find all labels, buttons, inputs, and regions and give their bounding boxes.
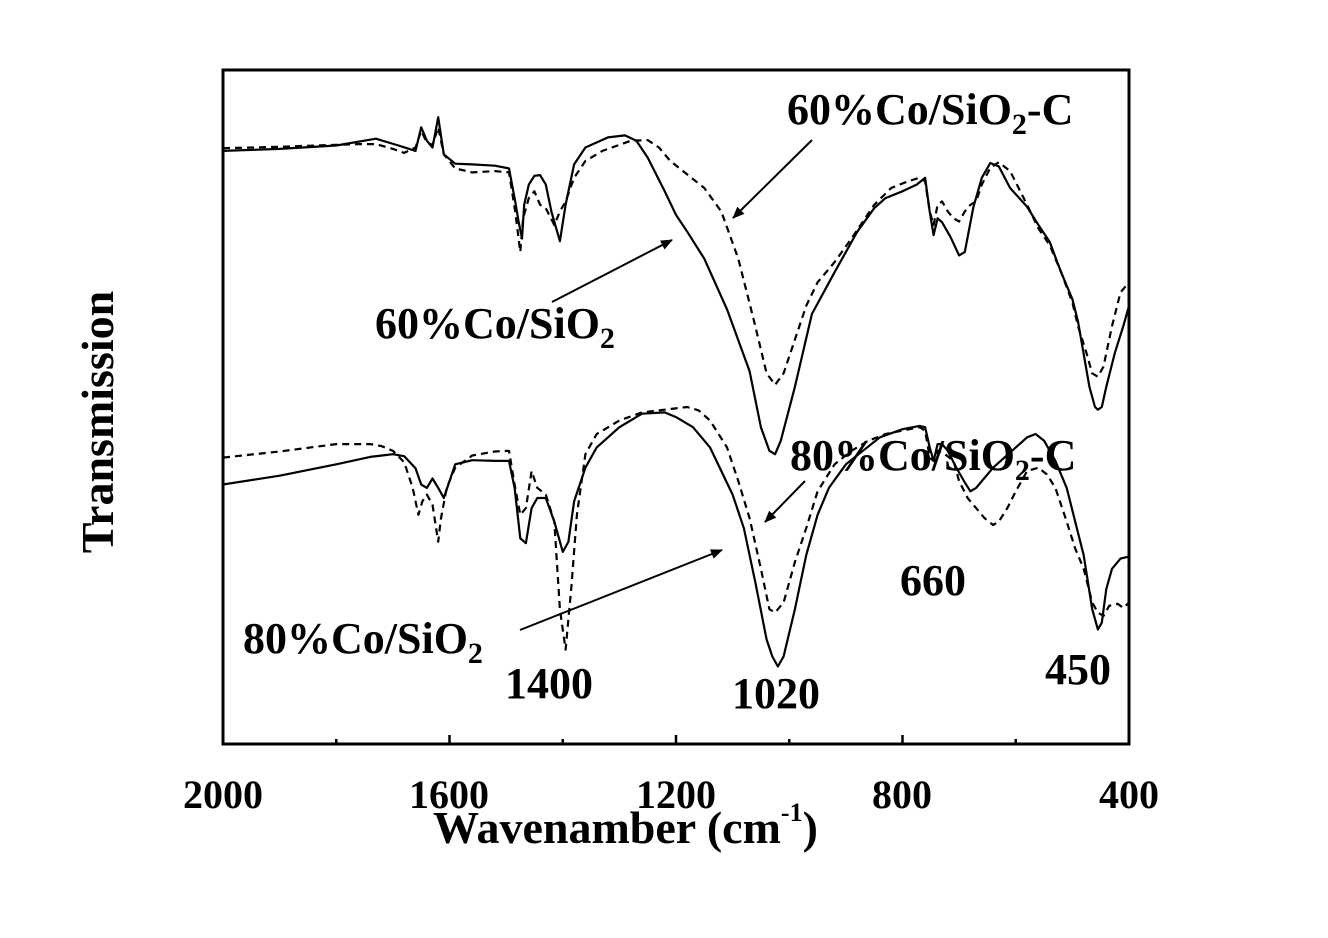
series-label-80-co-sio2: 80%Co/SiO2 xyxy=(243,614,483,670)
series-label-60-co-sio2-c: 60%Co/SiO2-C xyxy=(787,85,1073,141)
x-tick-labels: 2000 1600 1200 800 400 xyxy=(183,772,1159,817)
arrow-60-co-sio2 xyxy=(551,239,673,303)
x-tick-label: 2000 xyxy=(183,772,263,817)
peak-label-660: 660 xyxy=(900,556,966,605)
series-label-80-co-sio2-c: 80%Co/SiO2-C xyxy=(790,431,1076,487)
x-tick-label: 1200 xyxy=(636,772,716,817)
series-layer xyxy=(222,116,1131,668)
arrow-80-co-sio2-c xyxy=(764,480,806,523)
series-line-80-co-sio2-c xyxy=(222,405,1130,651)
x-tick-label: 1600 xyxy=(409,772,489,817)
x-tick-label: 400 xyxy=(1099,772,1159,817)
series-line-80-co-sio2 xyxy=(222,411,1130,668)
x-tick-label: 800 xyxy=(872,772,932,817)
series-line-60-co-sio2-c xyxy=(222,126,1130,386)
peak-label-1400: 1400 xyxy=(505,659,593,708)
x-axis-title: Wavenamber (cm-1) xyxy=(433,798,818,853)
peak-label-450: 450 xyxy=(1045,645,1111,694)
series-label-60-co-sio2: 60%Co/SiO2 xyxy=(375,299,615,355)
y-axis-title: Transmission xyxy=(72,291,123,553)
x-tick-marks xyxy=(221,735,1131,744)
series-line-60-co-sio2 xyxy=(222,116,1131,456)
arrow-80-co-sio2 xyxy=(519,549,723,631)
peak-label-1020: 1020 xyxy=(732,669,820,718)
arrow-60-co-sio2-c xyxy=(732,139,813,219)
